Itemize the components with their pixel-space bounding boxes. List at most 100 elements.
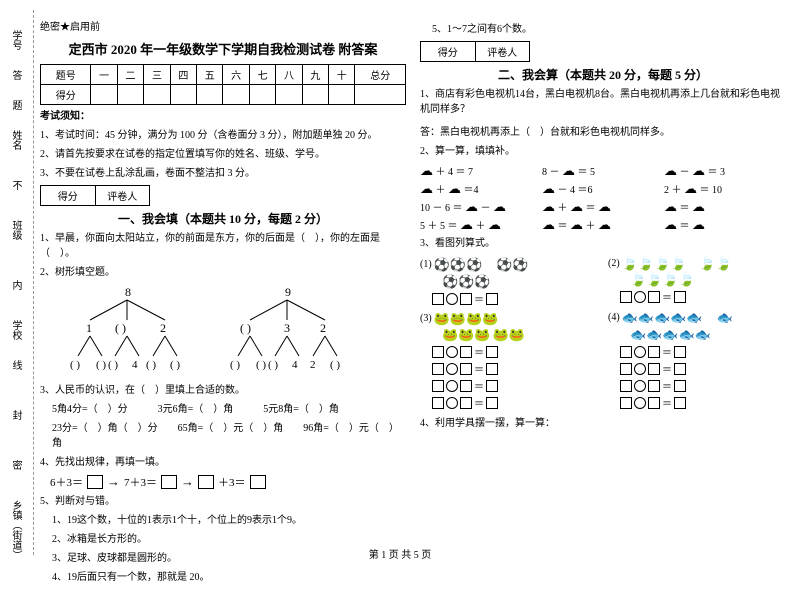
- blank-box: [674, 397, 686, 409]
- secret-label: 绝密★启用前: [40, 18, 406, 33]
- cloud-icon: ☁: [692, 164, 705, 177]
- calc-text: －: [481, 203, 491, 214]
- op-circle: [446, 293, 458, 305]
- calc-row: ☁ ＋ ☁ ＝4 ☁ － 4 ＝6 2 ＋ ☁ ＝ 10: [420, 181, 786, 196]
- notice-item: 2、请首先按要求在试卷的指定位置填写你的姓名、班级、学号。: [40, 147, 406, 162]
- cloud-icon: ☁: [465, 200, 478, 213]
- question-text: 3、人民币的认识，在（ ）里填上合适的数。: [40, 383, 406, 398]
- binding-note: 内: [8, 280, 23, 290]
- binding-note: 线: [8, 360, 23, 370]
- blank-box: [486, 363, 498, 375]
- ball-icon: ⚽⚽: [496, 258, 528, 271]
- blank-box: [432, 293, 444, 305]
- cloud-icon: ☁: [598, 218, 611, 231]
- scorebox-label: 评卷人: [96, 186, 150, 205]
- binding-label: 学号: [8, 30, 23, 50]
- calc-text: 2 ＋: [664, 185, 682, 196]
- score-header: 总分: [355, 65, 406, 85]
- blank-box: [460, 380, 472, 392]
- binding-note: 题: [8, 100, 23, 110]
- blank-box: [620, 346, 632, 358]
- picture-problems: (1) ⚽⚽⚽ ⚽⚽ ⚽⚽⚽ ＝ (3) 🐸🐸🐸🐸 🐸🐸🐸 🐸🐸 ＝ ＝ ＝ ＝…: [420, 255, 786, 412]
- ball-icon: ⚽⚽⚽: [434, 258, 483, 271]
- cloud-icon: ☁: [542, 200, 555, 213]
- blank-box: [674, 380, 686, 392]
- op-circle: [634, 291, 646, 303]
- score-table: 题号 一 二 三 四 五 六 七 八 九 十 总分 得分: [40, 64, 406, 105]
- calc-row: 10 － 6 ＝ ☁ － ☁ ☁ ＋ ☁ ＝ ☁ ☁ ＝ ☁: [420, 199, 786, 214]
- notice-title: 考试须知：: [40, 109, 406, 124]
- arrow-icon: →: [107, 474, 120, 490]
- svg-text:4: 4: [132, 359, 138, 371]
- blank-box: [674, 291, 686, 303]
- blank-box: [620, 363, 632, 375]
- svg-text:( ): ( ): [108, 359, 118, 371]
- equation-row: 6＋3＝ → 7＋3＝ → ＋3＝: [50, 474, 406, 490]
- binding-label: 姓名: [8, 130, 23, 150]
- blank-box: [674, 363, 686, 375]
- op-circle: [446, 380, 458, 392]
- exam-title: 定西市 2020 年一年级数学下学期自我检测试卷 附答案: [40, 39, 406, 58]
- fish-icon: 🐟🐟🐟🐟🐟: [630, 328, 711, 341]
- blank-box: [674, 346, 686, 358]
- question-text: 4、利用学具摆一摆，算一算：: [420, 416, 786, 431]
- cloud-icon: ☁: [562, 164, 575, 177]
- svg-text:( ): ( ): [70, 359, 80, 371]
- score-header: 六: [223, 65, 249, 85]
- svg-text:( ): ( ): [115, 321, 126, 335]
- cloud-icon: ☁: [570, 218, 583, 231]
- calc-row: ☁ ＋ 4 ＝ 7 8 － ☁ ＝ 5 ☁ － ☁ ＝ 3: [420, 163, 786, 178]
- cloud-icon: ☁: [570, 200, 583, 213]
- arrow-icon: →: [181, 474, 194, 490]
- svg-text:( ): ( ): [230, 359, 240, 371]
- leaf-icon: 🍃🍃🍃🍃: [630, 273, 695, 286]
- section-title: 二、我会算（本题共 20 分，每题 5 分）: [420, 66, 786, 83]
- score-header: 十: [329, 65, 355, 85]
- blank-box: [486, 380, 498, 392]
- right-column: 5、1～7之间有6个数。 得分 评卷人 二、我会算（本题共 20 分，每题 5 …: [420, 18, 786, 589]
- question-text: 2、算一算，填填补。: [420, 144, 786, 159]
- blank-box: [648, 363, 660, 375]
- calc-text: ＋: [558, 203, 568, 214]
- score-header: 一: [91, 65, 117, 85]
- frog-icon: 🐸🐸: [493, 328, 525, 341]
- blank-box: [460, 363, 472, 375]
- svg-text:3: 3: [284, 321, 290, 335]
- question-text: 3、看图列算式。: [420, 236, 786, 251]
- score-header: 七: [249, 65, 275, 85]
- cloud-icon: ☁: [692, 218, 705, 231]
- pic-group-1: (1) ⚽⚽⚽ ⚽⚽ ⚽⚽⚽ ＝ (3) 🐸🐸🐸🐸 🐸🐸🐸 🐸🐸 ＝ ＝ ＝ ＝: [420, 255, 598, 412]
- question-text: 4、先找出规律，再填一填。: [40, 455, 406, 470]
- score-header: 八: [276, 65, 302, 85]
- blank-box: [620, 380, 632, 392]
- cloud-icon: ☁: [684, 182, 697, 195]
- svg-text:2: 2: [320, 321, 326, 335]
- svg-text:9: 9: [285, 285, 291, 299]
- calc-text: ＝4: [464, 185, 479, 196]
- calc-text: 5 ＋ 5 ＝: [420, 221, 458, 232]
- page-footer: 第 1 页 共 5 页: [0, 546, 800, 561]
- svg-text:( ): ( ): [96, 359, 106, 371]
- calc-text: － 4 ＝6: [558, 185, 593, 196]
- cloud-icon: ☁: [460, 218, 473, 231]
- ball-icon: ⚽⚽⚽: [442, 275, 491, 288]
- blank-box: [432, 363, 444, 375]
- page-content: 绝密★启用前 定西市 2020 年一年级数学下学期自我检测试卷 附答案 题号 一…: [0, 0, 800, 595]
- svg-text:( ): ( ): [146, 359, 156, 371]
- section-title: 一、我会填（本题共 10 分，每题 2 分）: [40, 210, 406, 227]
- svg-text:1: 1: [86, 321, 92, 335]
- frog-icon: 🐸🐸🐸🐸: [434, 312, 499, 325]
- calc-text: ＝: [586, 203, 596, 214]
- calc-text: ＋: [586, 221, 596, 232]
- cloud-icon: ☁: [488, 218, 501, 231]
- tree-diagram-right: 9 ( )32 ( )( ) ( )4 2( ): [230, 284, 370, 379]
- svg-text:( ): ( ): [256, 359, 266, 371]
- score-row-label: 得分: [41, 85, 91, 105]
- calc-text: ＝: [680, 221, 690, 232]
- blank-box: [486, 346, 498, 358]
- score-header: 二: [117, 65, 143, 85]
- blank-box: [648, 346, 660, 358]
- binding-note: 答: [8, 70, 23, 80]
- tree-diagram-left: 8 1( )2 ( )( ) ( )4 ( )( ): [70, 284, 210, 379]
- scorebox-label: 得分: [41, 186, 96, 205]
